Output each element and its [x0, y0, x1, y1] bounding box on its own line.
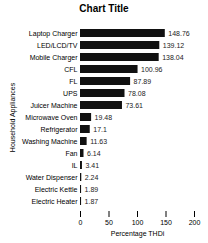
svg-text:17.1: 17.1 — [93, 126, 107, 133]
svg-text:50: 50 — [105, 219, 113, 226]
svg-text:Electric Heater: Electric Heater — [32, 198, 79, 205]
svg-text:3.41: 3.41 — [85, 162, 99, 169]
svg-text:Microwave Oven: Microwave Oven — [25, 114, 77, 121]
svg-text:100: 100 — [132, 219, 144, 226]
svg-text:Electric Kettle: Electric Kettle — [35, 186, 78, 193]
svg-text:CFL: CFL — [64, 66, 77, 73]
svg-text:200: 200 — [189, 219, 201, 226]
html-text:Chart Title: Chart Title — [79, 3, 129, 14]
svg-text:Water Dispenser: Water Dispenser — [26, 174, 79, 182]
svg-text:FL: FL — [69, 78, 77, 85]
svg-text:2.24: 2.24 — [85, 174, 99, 181]
svg-text:6.14: 6.14 — [87, 150, 101, 157]
svg-text:Washing Machine: Washing Machine — [22, 138, 77, 146]
svg-text:138.04: 138.04 — [162, 54, 184, 61]
svg-text:1.87: 1.87 — [85, 198, 99, 205]
svg-text:Household Appliances: Household Appliances — [9, 82, 17, 152]
svg-text:1.89: 1.89 — [85, 186, 99, 193]
svg-text:148.76: 148.76 — [168, 30, 190, 37]
svg-text:11.63: 11.63 — [90, 138, 107, 145]
svg-text:IL: IL — [72, 162, 78, 169]
svg-text:Refrigerator: Refrigerator — [41, 126, 79, 134]
svg-text:LED/LCD/TV: LED/LCD/TV — [37, 42, 78, 49]
svg-text:Mobile Charger: Mobile Charger — [30, 54, 79, 62]
svg-text:73.61: 73.61 — [125, 102, 143, 109]
svg-text:139.12: 139.12 — [163, 42, 185, 49]
svg-text:150: 150 — [160, 219, 172, 226]
svg-text:87.89: 87.89 — [134, 78, 152, 85]
svg-text:Juicer Machine: Juicer Machine — [30, 102, 77, 109]
svg-text:UPS: UPS — [63, 90, 78, 97]
svg-text:0: 0 — [79, 219, 83, 226]
svg-text:19.48: 19.48 — [95, 114, 113, 121]
svg-text:Laptop Charger: Laptop Charger — [29, 30, 78, 38]
svg-text:78.08: 78.08 — [128, 90, 146, 97]
svg-text:100.96: 100.96 — [141, 66, 163, 73]
svg-text:Percentage THDi: Percentage THDi — [111, 230, 165, 238]
svg-text:Fan: Fan — [65, 150, 77, 157]
